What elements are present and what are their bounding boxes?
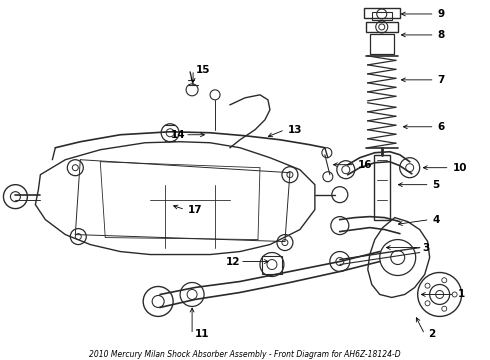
Text: 17: 17 [188,204,203,215]
Text: 7: 7 [438,75,445,85]
Text: 9: 9 [438,9,445,19]
Text: 4: 4 [433,215,440,225]
Bar [370,34,394,54]
Bar [364,8,400,18]
Text: 8: 8 [438,30,445,40]
Text: 15: 15 [196,65,211,75]
Bar [262,256,282,274]
Bar [374,155,390,220]
Text: 13: 13 [288,125,302,135]
Text: 5: 5 [433,180,440,190]
Bar [372,12,392,20]
Text: 3: 3 [423,243,430,253]
Text: 16: 16 [358,160,372,170]
Text: 6: 6 [438,122,445,132]
Bar [366,22,398,32]
Text: 11: 11 [195,329,210,339]
Text: 12: 12 [226,257,241,266]
Text: 2: 2 [428,329,435,339]
Text: 10: 10 [453,163,467,173]
Text: 2010 Mercury Milan Shock Absorber Assembly - Front Diagram for AH6Z-18124-D: 2010 Mercury Milan Shock Absorber Assemb… [89,350,401,359]
Text: 1: 1 [458,289,465,300]
Text: 14: 14 [171,130,186,140]
